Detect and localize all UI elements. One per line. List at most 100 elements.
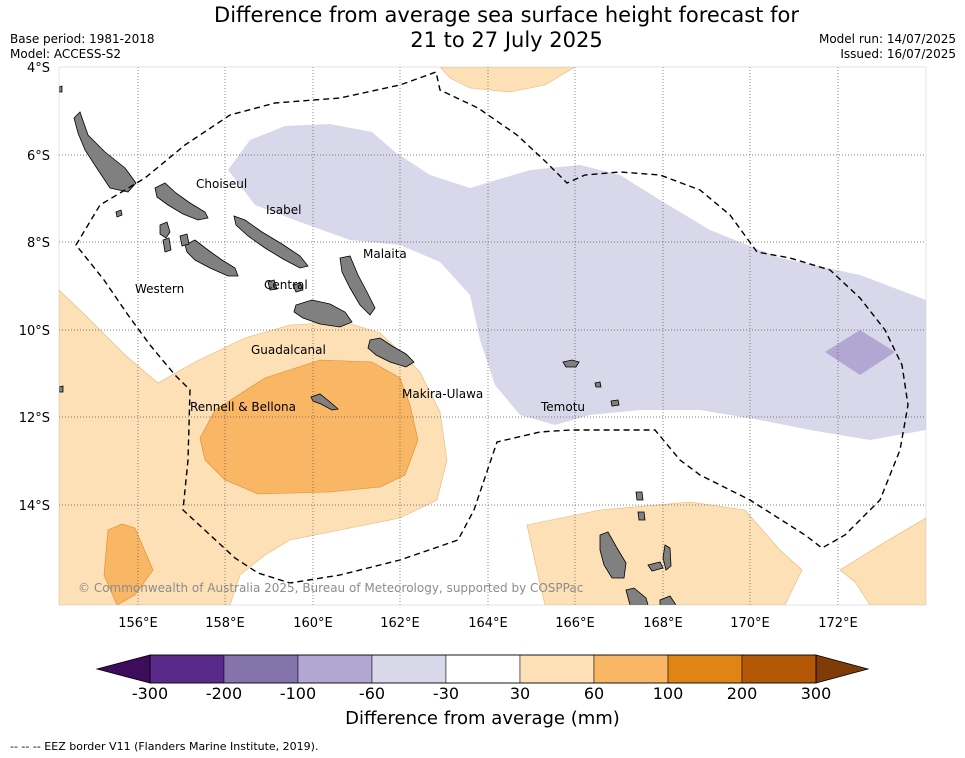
banks-islands	[637, 511, 646, 521]
region-label-isabel: Isabel	[266, 203, 301, 217]
lat-label-8s: 8°S	[27, 236, 50, 251]
colorbar-tick-label: 200	[727, 684, 758, 703]
torres-islands	[635, 491, 644, 501]
guadalcanal-island	[293, 299, 353, 328]
region-label-rennell-bellona: Rennell & Bellona	[190, 400, 296, 414]
colorbar-segments	[149, 654, 817, 684]
region-label-choiseul: Choiseul	[196, 177, 247, 191]
bougainville-tip	[59, 85, 63, 93]
malekula	[662, 544, 672, 571]
lat-label-14s: 14°S	[19, 499, 50, 514]
strong-negative-patch	[825, 330, 895, 375]
russell-islands	[267, 279, 278, 291]
colorbar-title: Difference from average (mm)	[345, 708, 620, 729]
lon-label-158e: 158°E	[205, 616, 245, 631]
malaita-island	[339, 255, 376, 316]
colorbar-tick-label: -30	[433, 684, 459, 703]
lon-label-164e: 164°E	[468, 616, 508, 631]
map-area: Choiseul Isabel Malaita Western Central …	[59, 67, 926, 605]
espiritu-santo	[599, 531, 627, 579]
colorbar-segment	[519, 654, 595, 684]
eez-border	[75, 71, 909, 584]
colorbar-tick-label: -300	[132, 684, 168, 703]
lon-label-172e: 172°E	[818, 616, 858, 631]
colorbar-tick-label: 100	[653, 684, 684, 703]
colorbar-tick-label: -60	[359, 684, 385, 703]
colorbar-tick-label: 60	[584, 684, 604, 703]
colorbar-tick-label: 30	[510, 684, 530, 703]
utupua	[594, 381, 602, 388]
colorbar-tick-labels: -300 -200 -100 -60 -30 30 60 100 200 300	[132, 684, 831, 703]
santa-cruz-islands	[562, 359, 580, 368]
eez-legend-note: -- -- -- EEZ border V11 (Flanders Marine…	[10, 740, 319, 753]
colorbar-tick-label: -100	[280, 684, 316, 703]
base-period: Base period: 1981-2018	[10, 32, 155, 46]
latitude-labels: 4°S 6°S 8°S 10°S 12°S 14°S	[19, 61, 50, 514]
colorbar-arrow-low	[95, 654, 151, 684]
colorbar-segment	[223, 654, 299, 684]
meta-left: Base period: 1981-2018 Model: ACCESS-S2	[10, 32, 155, 62]
colorbar-frame	[149, 654, 817, 684]
model-run: Model run: 14/07/2025	[818, 32, 956, 46]
colorbar-segment	[445, 654, 521, 684]
meta-right: Model run: 14/07/2025 Issued: 16/07/2025	[819, 32, 956, 62]
gridlines	[59, 67, 926, 605]
vanikoro	[610, 399, 620, 407]
lon-label-168e: 168°E	[643, 616, 683, 631]
colorbar-segment	[371, 654, 447, 684]
chart-title: Difference from average sea surface heig…	[0, 3, 965, 53]
region-label-western: Western	[135, 282, 184, 296]
lon-label-160e: 160°E	[293, 616, 333, 631]
copyright-notice: © Commonwealth of Australia 2025, Bureau…	[78, 581, 583, 595]
moderate-positive-region	[199, 359, 419, 495]
region-label-temotu: Temotu	[540, 400, 585, 414]
lon-label-166e: 166°E	[555, 616, 595, 631]
moderate-positive-patch-sw	[103, 523, 154, 605]
lat-label-10s: 10°S	[19, 324, 50, 339]
new-georgia-group	[184, 239, 239, 277]
land-masses	[59, 85, 677, 605]
ambae	[647, 561, 664, 572]
choiseul-island	[73, 111, 137, 193]
longitude-labels: 156°E 158°E 160°E 162°E 164°E 166°E 168°…	[118, 616, 858, 631]
pentecost	[659, 595, 677, 605]
lon-label-170e: 170°E	[730, 616, 770, 631]
lon-label-156e: 156°E	[118, 616, 158, 631]
isabel-island	[154, 182, 209, 221]
lat-label-12s: 12°S	[19, 411, 50, 426]
lon-label-162e: 162°E	[380, 616, 420, 631]
negative-anomaly-region	[228, 124, 926, 440]
colorbar-segment	[741, 654, 817, 684]
model-name: Model: ACCESS-S2	[10, 47, 122, 61]
ranongga	[179, 233, 190, 247]
issued-date: Issued: 16/07/2025	[840, 47, 956, 61]
colorbar-segment	[149, 654, 225, 684]
title-line1: Difference from average sea surface heig…	[214, 3, 799, 27]
florida-islands	[292, 282, 304, 293]
positive-anomaly-region-top	[439, 67, 576, 93]
positive-anomaly-region-southeast	[839, 517, 926, 605]
region-label-guadalcanal: Guadalcanal	[251, 343, 326, 357]
colorbar-arrow-high	[815, 654, 870, 684]
treasury-islands	[59, 385, 64, 393]
region-label-central: Central	[264, 278, 308, 292]
santa-isabel-main	[233, 215, 309, 269]
vella-lavella	[159, 221, 171, 239]
title-line2: 21 to 27 July 2025	[410, 28, 603, 52]
lat-label-6s: 6°S	[27, 149, 50, 164]
colorbar-tick-label: -200	[206, 684, 242, 703]
lat-label-4s: 4°S	[27, 61, 50, 76]
efate	[625, 587, 649, 605]
kolombangara	[162, 237, 172, 253]
region-label-makira-ulawa: Makira-Ulawa	[402, 387, 483, 401]
makira-island	[367, 337, 415, 368]
map-frame	[58, 66, 927, 606]
rennell-island	[310, 393, 339, 411]
colorbar: -300 -200 -100 -60 -30 30 60 100 200 300	[95, 654, 870, 703]
colorbar-segment	[593, 654, 669, 684]
shortland-islands	[115, 209, 123, 218]
region-label-malaita: Malaita	[363, 247, 407, 261]
colorbar-segment	[297, 654, 373, 684]
colorbar-tick-label: 300	[801, 684, 832, 703]
